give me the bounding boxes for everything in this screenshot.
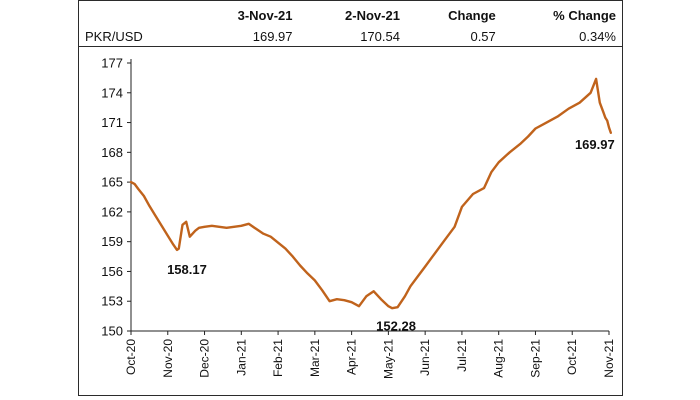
x-tick-label: Nov-21	[602, 339, 616, 378]
x-tick-label: May-21	[381, 339, 395, 379]
table-divider	[79, 46, 622, 47]
line-chart: 150 153 156 159 162 165 168 171 174 177 Oct-20 Nov-…	[101, 56, 616, 380]
x-tick-label: Mar-21	[308, 339, 322, 377]
x-tick-label: Oct-20	[124, 339, 138, 375]
y-tick-label: 168	[101, 145, 123, 160]
x-tick-label: Aug-21	[492, 339, 506, 378]
x-tick-label: Jan-21	[234, 339, 248, 376]
summary-pair-label: PKR/USD	[85, 29, 143, 44]
summary-header-change: Change	[448, 8, 496, 23]
y-tick-label: 150	[101, 324, 123, 339]
pkr-usd-line	[129, 77, 612, 310]
y-tick-label: 153	[101, 294, 123, 309]
summary-header-pct-change: % Change	[553, 8, 616, 23]
x-tick-label: Oct-21	[565, 339, 579, 375]
summary-header-date-previous: 2-Nov-21	[345, 8, 400, 23]
y-tick-label: 165	[101, 175, 123, 190]
y-tick-label: 156	[101, 264, 123, 279]
summary-table: 3-Nov-21 2-Nov-21 Change % Change PKR/US…	[79, 5, 622, 47]
summary-header-date-current: 3-Nov-21	[237, 8, 293, 23]
summary-value-pct-change: 0.34%	[579, 29, 616, 44]
summary-data-row: PKR/USD 169.97 170.54 0.57 0.34%	[79, 26, 622, 47]
chart-frame: 3-Nov-21 2-Nov-21 Change % Change PKR/US…	[78, 0, 623, 396]
data-label-annotation: 152.28	[376, 318, 416, 333]
y-tick-label: 177	[101, 56, 123, 71]
x-tick-label: Apr-21	[345, 339, 359, 375]
y-tick-label: 171	[101, 115, 123, 130]
x-tick-label: Feb-21	[271, 339, 285, 377]
y-tick-label: 162	[101, 204, 123, 219]
summary-value-change: 0.57	[470, 29, 496, 44]
summary-value-previous: 170.54	[360, 29, 400, 44]
data-label-annotation: 158.17	[167, 262, 207, 277]
summary-value-current: 169.97	[252, 29, 293, 44]
y-tick-label: 159	[101, 234, 123, 249]
x-tick-label: Nov-20	[161, 339, 175, 378]
x-tick-label: Jun-21	[418, 339, 432, 376]
x-tick-label: Sep-21	[528, 339, 542, 378]
y-tick-label: 174	[101, 85, 123, 100]
x-tick-label: Dec-20	[198, 339, 212, 378]
summary-header-row: 3-Nov-21 2-Nov-21 Change % Change	[79, 5, 622, 26]
x-tick-label: Jul-21	[455, 339, 469, 372]
summary-header-blank	[79, 5, 191, 26]
data-label-annotation: 169.97	[575, 137, 615, 152]
